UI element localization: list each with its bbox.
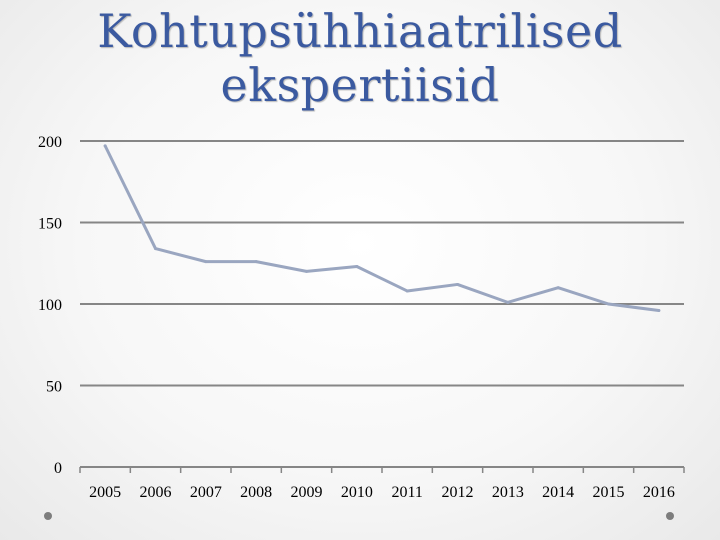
series-layer — [103, 144, 661, 313]
data-point — [204, 260, 208, 264]
y-tick-label: 150 — [38, 216, 62, 233]
data-point — [657, 309, 661, 313]
x-tick-label: 2006 — [140, 484, 172, 501]
chart-title: Kohtupsühhiaatrilised ekspertiisid — [0, 4, 720, 112]
x-tick-label: 2010 — [341, 484, 373, 501]
y-tick-label: 100 — [38, 297, 62, 314]
x-tick-label: 2014 — [542, 484, 574, 501]
data-point — [103, 144, 107, 148]
data-point — [456, 282, 459, 286]
x-tick-labels: 2005 2006 2007 2008 2009 2010 2011 2012 2013 2014… — [89, 484, 675, 501]
data-point — [154, 247, 157, 251]
slide-bullet-left — [44, 512, 52, 520]
data-point — [254, 260, 258, 264]
x-tick-label: 2015 — [593, 484, 625, 501]
x-tick-label: 2011 — [391, 484, 422, 501]
data-point — [556, 286, 560, 290]
data-point — [405, 289, 409, 293]
x-tick-label: 2012 — [442, 484, 474, 501]
data-point — [305, 269, 308, 273]
x-tick-label: 2007 — [190, 484, 222, 501]
x-tick-label: 2016 — [643, 484, 675, 501]
x-tick-label: 2008 — [240, 484, 272, 501]
data-point — [506, 300, 510, 304]
y-tick-label: 50 — [46, 379, 62, 396]
gridlines — [80, 140, 684, 387]
y-tick-labels: 0 50 100 150 200 — [38, 134, 62, 477]
chart-title-line-1: Kohtupsühhiaatrilised — [97, 4, 623, 58]
y-tick-label: 200 — [38, 134, 62, 151]
x-tick-label: 2013 — [492, 484, 524, 501]
x-tick-label: 2009 — [291, 484, 323, 501]
x-tick-label: 2005 — [89, 484, 121, 501]
chart-title-line-2: ekspertiisid — [220, 58, 500, 112]
slide-bullet-right — [666, 512, 674, 520]
y-tick-label: 0 — [54, 460, 62, 477]
series-line-0 — [103, 144, 661, 313]
x-axis — [79, 466, 685, 473]
data-point — [607, 302, 610, 306]
data-point — [355, 265, 359, 269]
